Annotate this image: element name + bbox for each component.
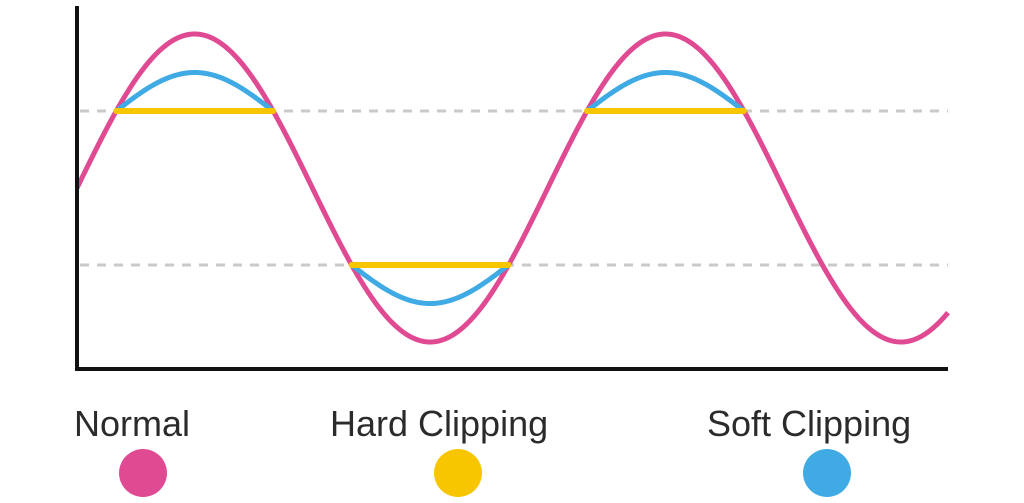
legend-dot-normal xyxy=(119,449,167,497)
legend-dot-hard-clipping xyxy=(434,449,482,497)
legend-label-hard-clipping: Hard Clipping xyxy=(330,403,549,444)
legend-dot-soft-clipping xyxy=(803,449,851,497)
soft-clipping-wave xyxy=(113,69,747,307)
legend-label-normal: Normal xyxy=(74,403,191,444)
normal-wave xyxy=(74,31,950,345)
legend-label-soft-clipping: Soft Clipping xyxy=(707,403,912,444)
hard-clipping-segments xyxy=(113,108,747,268)
